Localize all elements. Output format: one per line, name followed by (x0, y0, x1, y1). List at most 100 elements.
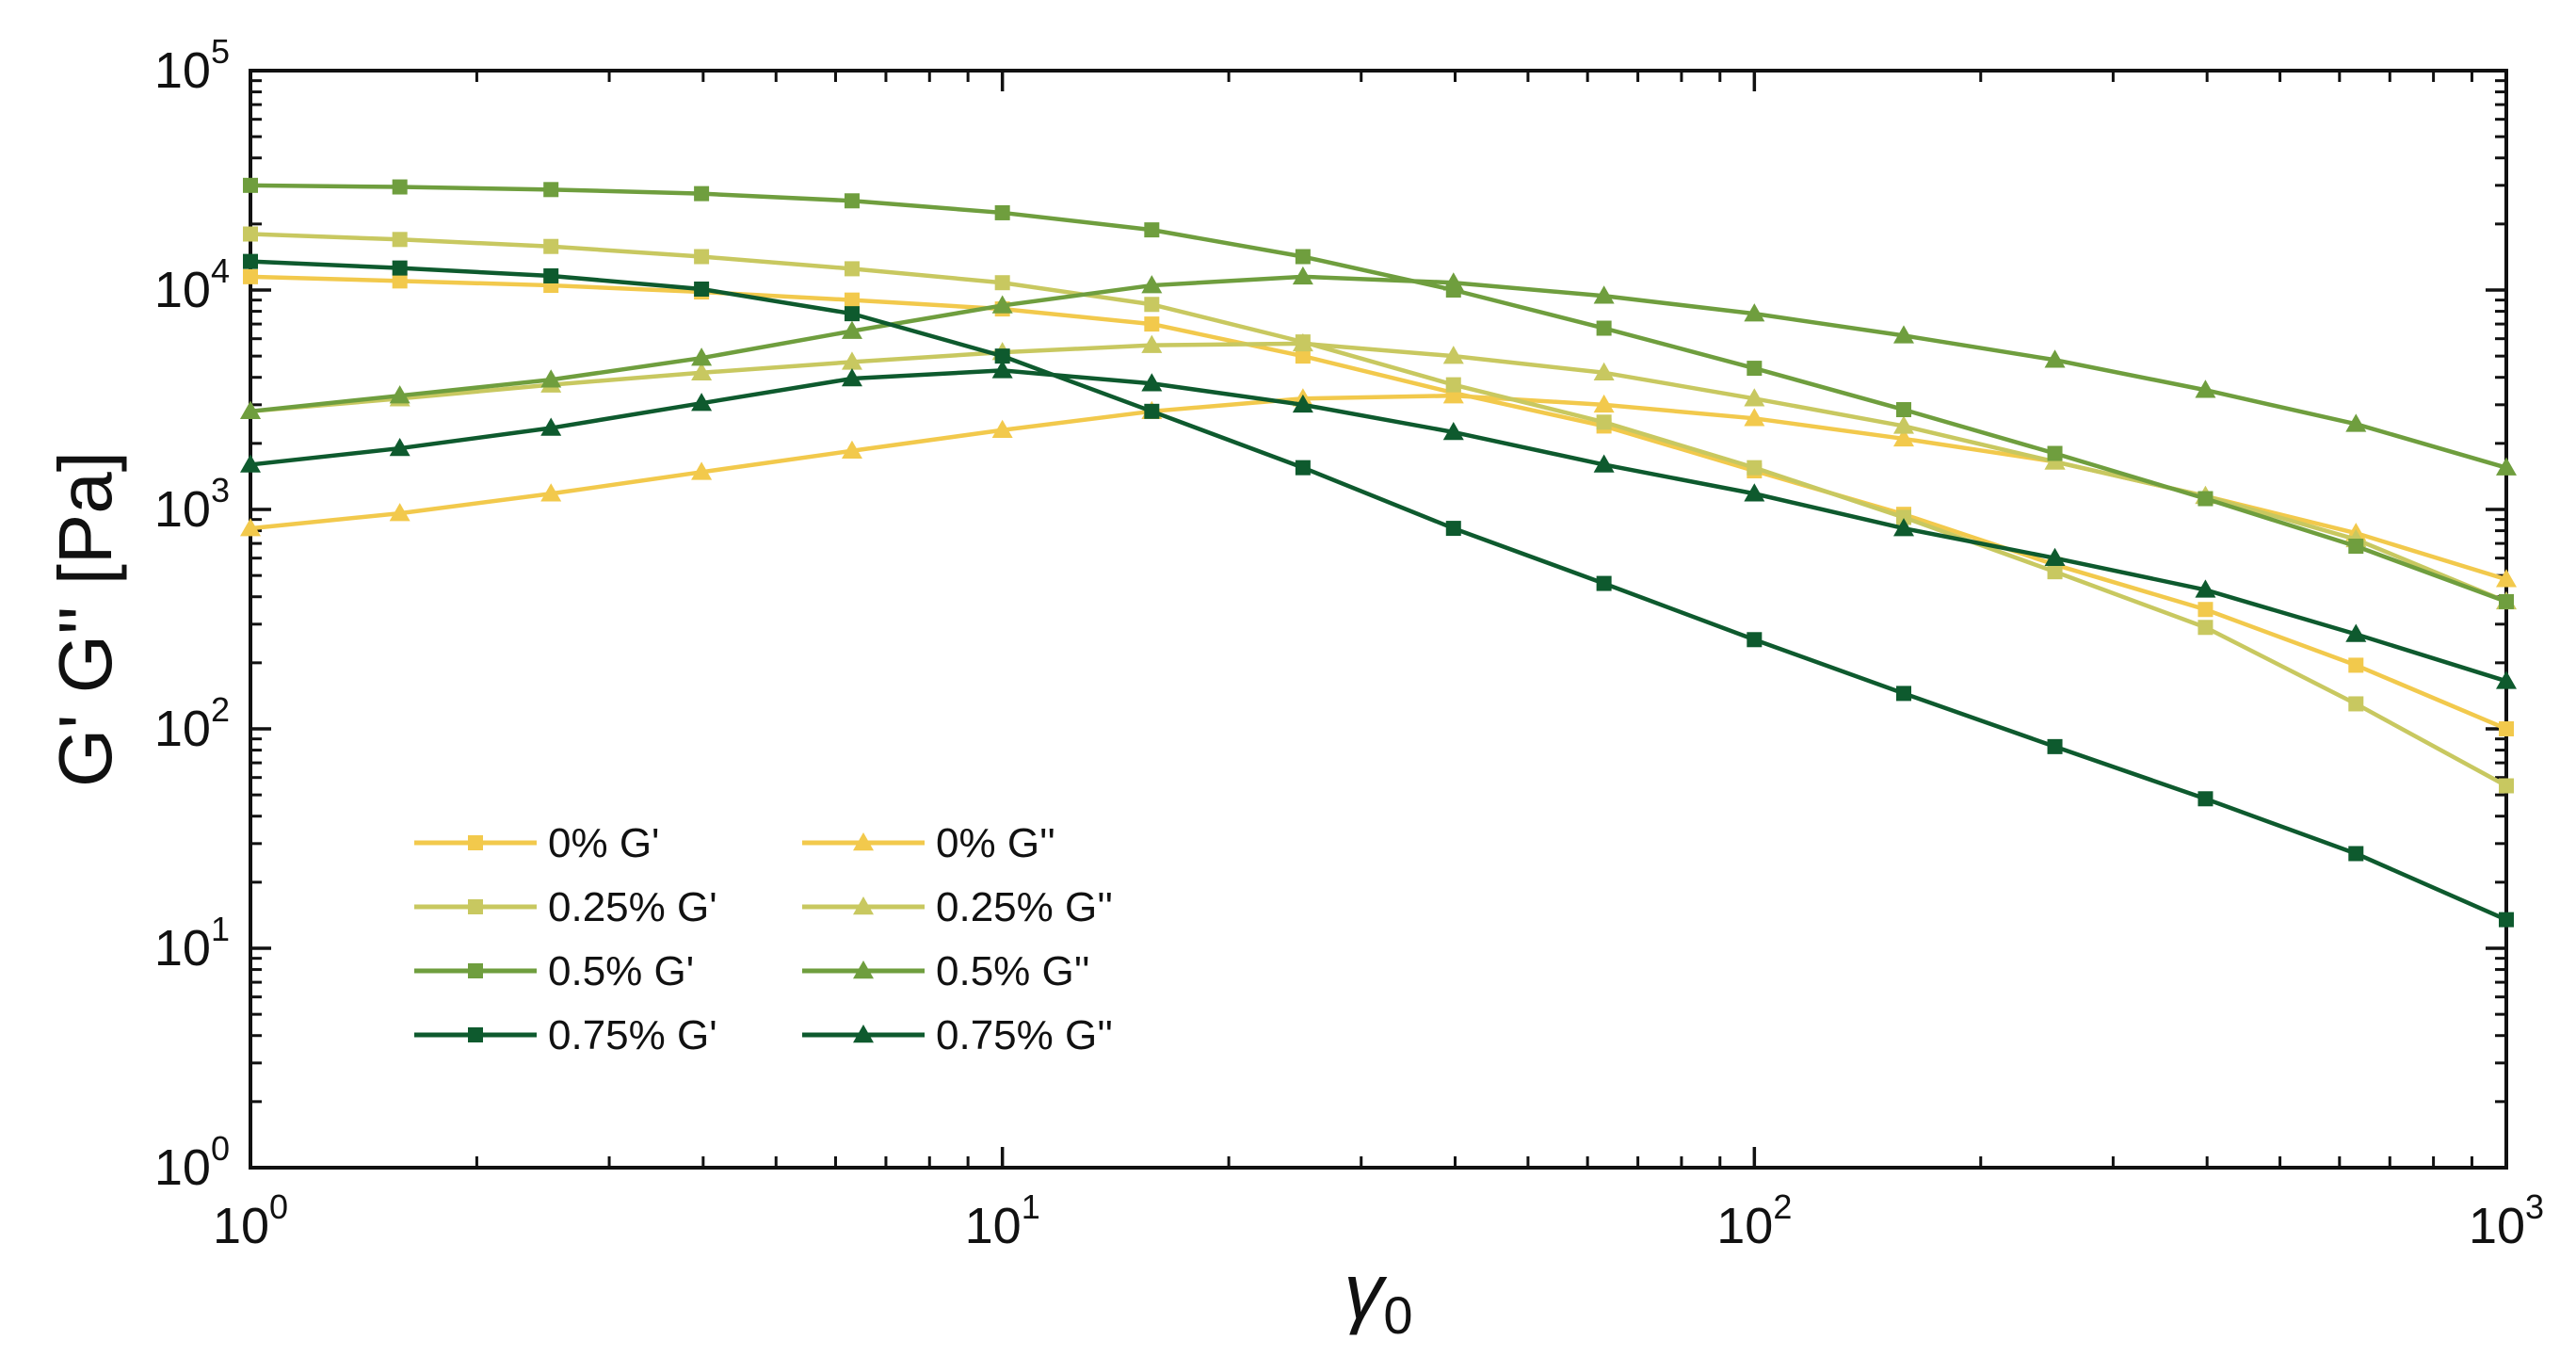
legend-label: 0.75% G' (548, 1012, 717, 1058)
labels-layer: 100 101 102 103 100 101 102 103 104 105 γ0 G' G'' [… (43, 32, 2544, 1345)
data-point (1144, 297, 1160, 313)
data-point (2348, 657, 2364, 673)
data-point (841, 367, 862, 387)
data-point (1895, 686, 1911, 702)
data-point (1144, 403, 1160, 419)
data-point (1295, 348, 1311, 364)
legend-marker (853, 896, 874, 915)
legend-item: 0.25% G'' (802, 884, 1113, 930)
legend-item: 0.5% G' (414, 948, 694, 994)
data-point (1442, 421, 1464, 441)
legend: 0% G' 0% G'' 0.25% G' 0.25% G'' 0.5% G' 0.5% … (414, 820, 1113, 1058)
data-point (694, 249, 710, 265)
data-point (1593, 454, 1615, 473)
data-point (841, 440, 862, 459)
y-tick-label: 102 (154, 690, 230, 757)
data-point (240, 400, 261, 420)
data-point (1744, 483, 1765, 502)
data-point (2496, 670, 2517, 689)
data-point (2047, 445, 2063, 461)
data-point (389, 438, 411, 457)
data-point (1895, 509, 1911, 525)
data-point (2348, 696, 2364, 712)
data-point (2499, 721, 2514, 736)
data-point (1747, 361, 1763, 377)
series-0-75-g- (243, 253, 2514, 928)
data-point (1445, 377, 1461, 393)
legend-item: 0% G'' (802, 820, 1055, 866)
x-axis-title: γ0 (1344, 1247, 1412, 1345)
data-point (389, 503, 411, 522)
data-point (844, 292, 860, 308)
data-point (240, 518, 261, 537)
data-point (1144, 316, 1160, 332)
data-point (1593, 362, 1615, 381)
series-line (250, 274, 2507, 732)
data-point (691, 347, 713, 366)
data-point (694, 281, 710, 297)
data-point (540, 417, 562, 436)
data-point (243, 268, 258, 284)
series-0-75-g- (240, 360, 2517, 689)
series-0-g- (243, 268, 2514, 736)
data-point (243, 253, 258, 269)
data-point (1141, 334, 1163, 353)
series-0-5-g- (243, 177, 2514, 609)
data-point (392, 179, 408, 195)
data-point (392, 260, 408, 276)
data-point (540, 369, 562, 388)
data-point (1292, 332, 1313, 352)
data-point (991, 295, 1013, 314)
data-point (1445, 521, 1461, 537)
data-point (2047, 738, 2063, 754)
legend-marker (853, 960, 874, 979)
legend-label: 0.75% G'' (936, 1012, 1113, 1058)
data-point (2047, 564, 2063, 580)
legend-marker (468, 899, 483, 914)
data-point (1744, 388, 1765, 407)
y-tick-label: 104 (154, 251, 230, 318)
data-point (2198, 602, 2214, 618)
y-tick-label: 105 (154, 32, 230, 99)
data-point (2195, 579, 2216, 598)
data-point (540, 483, 562, 502)
data-point (1596, 320, 1612, 336)
legend-marker (468, 835, 483, 850)
data-point (691, 461, 713, 480)
legend-item: 0.5% G'' (802, 948, 1090, 994)
data-point (240, 454, 261, 473)
data-point (994, 275, 1010, 291)
data-point (1295, 460, 1311, 476)
legend-marker (853, 1025, 874, 1043)
data-point (543, 267, 559, 283)
series-layer (240, 177, 2517, 928)
series-line (250, 232, 2508, 788)
data-point (994, 204, 1010, 220)
y-tick-label: 103 (154, 471, 230, 538)
data-point (844, 193, 860, 209)
series-line (250, 259, 2507, 922)
legend-label: 0.25% G'' (936, 884, 1113, 930)
data-point (2044, 349, 2066, 368)
y-tick-label: 100 (154, 1129, 230, 1196)
series-0-25-g- (243, 226, 2514, 794)
x-tick-label: 100 (213, 1187, 288, 1254)
legend-marker (468, 1027, 483, 1042)
data-point (1442, 272, 1464, 291)
legend-item: 0% G' (414, 820, 659, 866)
data-point (1442, 346, 1464, 364)
data-point (1292, 266, 1313, 285)
data-point (2198, 791, 2214, 807)
data-point (1596, 414, 1612, 430)
data-point (1744, 408, 1765, 427)
data-point (1892, 428, 1914, 447)
data-point (1747, 460, 1763, 476)
data-point (243, 226, 258, 242)
y-axis-title: G' G'' [Pa] (43, 451, 127, 787)
plot-frame (249, 69, 2508, 1170)
data-point (389, 385, 411, 404)
data-point (392, 232, 408, 248)
data-point (991, 360, 1013, 379)
